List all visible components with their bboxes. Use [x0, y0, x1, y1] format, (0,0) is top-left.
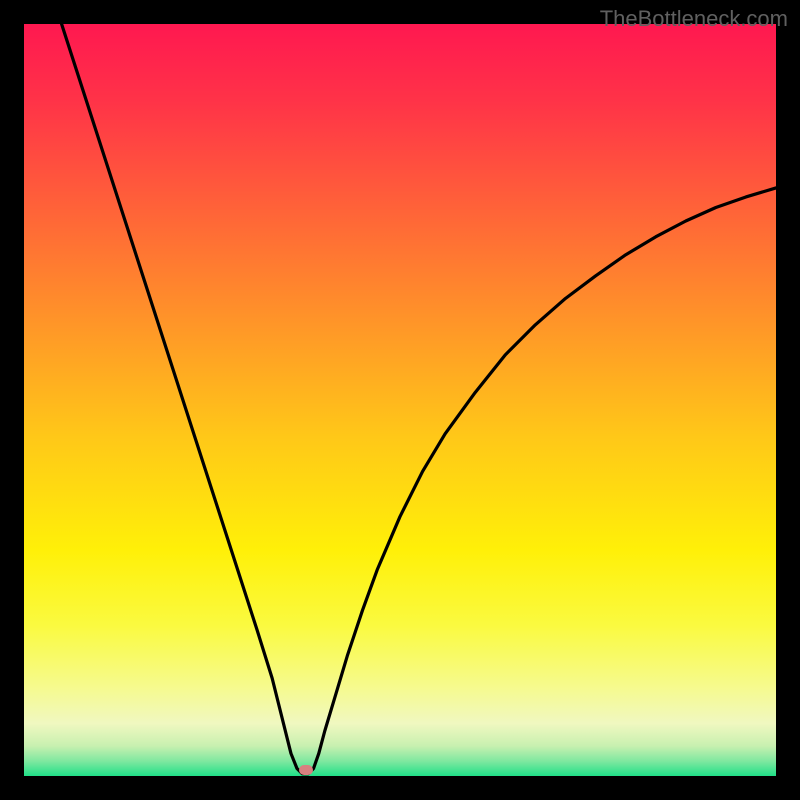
chart-background [24, 24, 776, 776]
chart-frame: TheBottleneck.com [0, 0, 800, 800]
optimal-point-marker [299, 765, 313, 775]
watermark-text: TheBottleneck.com [600, 6, 788, 32]
bottleneck-chart [0, 0, 800, 800]
